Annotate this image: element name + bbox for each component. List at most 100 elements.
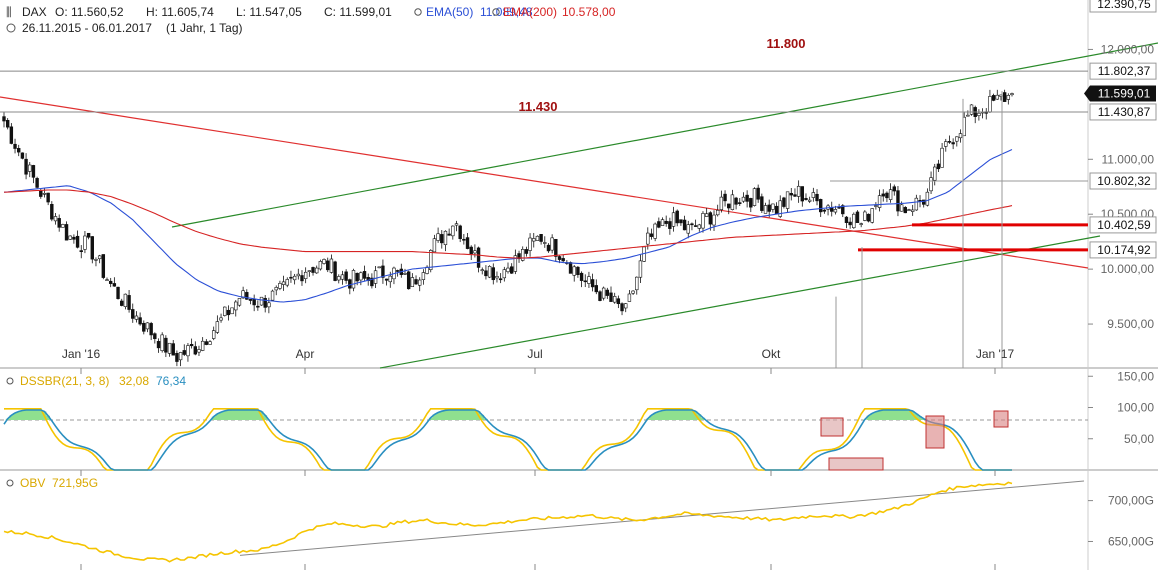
candle-body [568, 262, 573, 274]
candle-body [601, 287, 606, 299]
candle-body [245, 292, 249, 300]
candle-body [134, 315, 139, 320]
candle-body [609, 292, 613, 302]
candle-body [307, 270, 312, 272]
candle-body [822, 209, 827, 212]
candle-body [101, 254, 106, 278]
candle-body [767, 204, 771, 212]
candle-body [234, 301, 238, 311]
y-tick-label: 12.390,75 [1097, 0, 1151, 11]
candle-body [517, 253, 521, 260]
candle-body [94, 259, 98, 261]
dss-signal-box [828, 457, 884, 471]
y-tick-label: 9.500,00 [1107, 317, 1154, 331]
candle-body [373, 270, 378, 284]
candle-body [421, 272, 426, 280]
candle-body [348, 279, 352, 289]
candle-body [749, 198, 753, 208]
close-value: C: 11.599,01 [324, 5, 392, 19]
candle-body [465, 237, 470, 249]
candles [2, 89, 1014, 367]
candle-body [1002, 92, 1007, 102]
candle-body [557, 256, 562, 260]
candle-body [863, 211, 867, 221]
candle-body [910, 209, 915, 212]
candle-body [131, 309, 135, 319]
candle-body [561, 258, 565, 262]
level-price-box [1089, 62, 1157, 80]
candle-body [97, 255, 102, 260]
candle-body [395, 270, 400, 272]
candle-body [587, 276, 591, 284]
x-tick-label: Jan '16 [62, 347, 101, 361]
chart-type-icon[interactable]: ⫼ [6, 5, 12, 19]
candle-body [315, 267, 319, 274]
candle-body [370, 277, 374, 287]
candle-body [167, 342, 172, 354]
candle-body [112, 283, 117, 287]
y-tick-label: 11.000,00 [1102, 152, 1155, 166]
candle-body [156, 341, 161, 349]
obv-settings-icon[interactable] [6, 479, 14, 487]
candle-body [995, 94, 999, 100]
candle-body [296, 273, 301, 277]
candle-body [704, 213, 709, 217]
candle-body [443, 230, 448, 246]
dss-settings-icon[interactable] [6, 377, 14, 385]
candle-body [2, 116, 6, 122]
dss-signal-box [925, 415, 945, 449]
candle-body [211, 330, 216, 339]
dss-legend: DSSBR(21, 3, 8) 32,08 76,34 [6, 374, 186, 388]
candle-body [796, 185, 801, 197]
ema200-value: 10.578,00 [562, 5, 616, 19]
candle-body [635, 276, 639, 291]
candle-body [782, 197, 786, 207]
candle-body [712, 214, 716, 226]
price-axis: 12.390,75 12.000,00 11.802,37 11.599,01 11.4… [1084, 0, 1157, 331]
candle-body [958, 133, 963, 139]
x-tick-label: Jan '17 [976, 347, 1015, 361]
candle-body [480, 269, 484, 272]
candle-body [300, 275, 304, 282]
candle-body [955, 136, 959, 142]
y-tick-label: 11.430,87 [1098, 105, 1151, 119]
candle-body [988, 96, 992, 113]
candle-body [108, 280, 113, 284]
candle-body [145, 322, 150, 330]
candle-body [79, 250, 83, 252]
y-tick-label: 12.000,00 [1101, 42, 1155, 56]
candle-body [833, 209, 838, 213]
candle-body [241, 290, 245, 299]
candle-body [5, 120, 10, 128]
candle-body [473, 250, 477, 254]
candle-body [388, 275, 392, 283]
candle-body [966, 114, 970, 117]
date-range: 26.11.2015 - 06.01.2017 [22, 21, 152, 35]
candle-body [223, 306, 227, 316]
dss-value-2: 76,34 [156, 374, 186, 388]
candle-body [476, 247, 481, 268]
time-axis: Jan '16 Apr Jul Okt Jan '17 [62, 347, 1015, 570]
candle-body [616, 298, 621, 305]
candle-body [57, 218, 61, 228]
ema50-line [3, 149, 1013, 303]
ema200-settings-icon[interactable] [492, 8, 500, 16]
obv-legend: OBV 721,95G [6, 476, 98, 490]
candle-body [605, 289, 610, 296]
candle-body [171, 343, 175, 356]
candle-body [800, 186, 805, 202]
dss-value-1: 32,08 [119, 374, 149, 388]
ema-lines [3, 149, 1013, 303]
candle-body [763, 205, 768, 214]
candle-body [925, 191, 930, 206]
candle-body [1006, 95, 1011, 100]
candle-body [701, 213, 705, 229]
candle-body [506, 267, 510, 273]
candle-body [752, 188, 757, 206]
candle-body [977, 112, 981, 116]
candle-body [697, 224, 701, 229]
candle-body [381, 265, 385, 278]
candle-body [899, 204, 904, 212]
ema50-settings-icon[interactable] [414, 8, 422, 16]
